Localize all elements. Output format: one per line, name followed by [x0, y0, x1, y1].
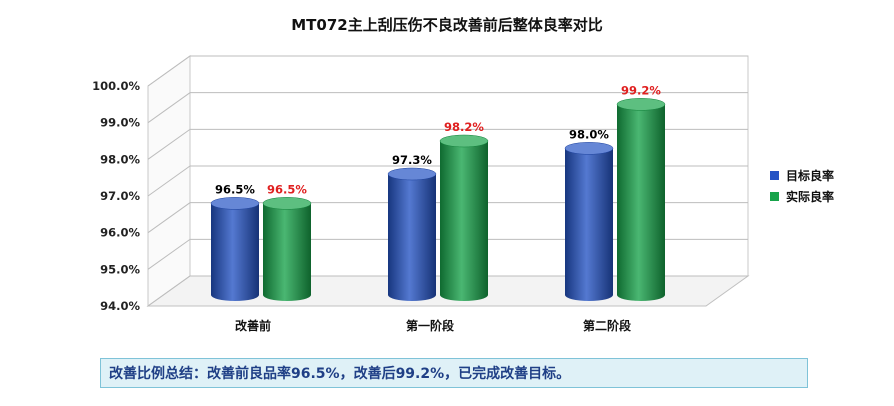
gridline [147, 92, 748, 124]
bar [564, 142, 614, 301]
legend-label: 实际良率 [786, 189, 834, 204]
summary-box: 改善比例总结：改善前良品率96.5%，改善后99.2%，已完成改善目标。 [100, 358, 808, 388]
legend-swatch [770, 192, 779, 201]
y-tick-label: 95.0% [100, 262, 140, 276]
y-tick-label: 94.0% [100, 299, 140, 313]
data-label: 96.5% [215, 182, 255, 196]
gridline [147, 238, 748, 270]
data-label: 99.2% [621, 83, 661, 97]
data-label: 97.3% [392, 153, 432, 167]
y-tick-label: 100.0% [92, 79, 140, 93]
y-tick-label: 97.0% [100, 189, 140, 203]
gridline [147, 202, 748, 234]
legend-swatch [770, 171, 779, 180]
data-label: 98.0% [569, 127, 609, 141]
data-label: 98.2% [444, 120, 484, 134]
summary-text: 改善比例总结：改善前良品率96.5%，改善后99.2%，已完成改善目标。 [109, 366, 571, 382]
legend-label: 目标良率 [786, 168, 834, 183]
y-axis: 94.0% 95.0% 96.0% 97.0% 98.0% 99.0% 100.0% [92, 79, 140, 313]
gridline [147, 128, 748, 160]
bars: 96.5% 97.3% 98.0% 96.5% 98.2% 99.2% [210, 83, 666, 301]
x-axis: 改善前 第一阶段 第二阶段 [235, 318, 632, 333]
y-tick-label: 99.0% [100, 116, 140, 130]
gridline [147, 55, 748, 87]
bar [387, 167, 437, 301]
bar [262, 197, 312, 301]
x-tick-label: 改善前 [235, 318, 271, 333]
y-tick-label: 98.0% [100, 152, 140, 166]
data-label: 96.5% [267, 182, 307, 196]
chart-title: MT072主上刮压伤不良改善前后整体良率对比 [291, 16, 602, 34]
gridline [147, 275, 748, 307]
bar [616, 98, 666, 301]
x-tick-label: 第二阶段 [583, 318, 632, 333]
x-tick-label: 第一阶段 [406, 318, 455, 333]
gridline [147, 165, 748, 197]
bar [439, 134, 489, 301]
y-tick-label: 96.0% [100, 226, 140, 240]
bar [210, 197, 260, 301]
